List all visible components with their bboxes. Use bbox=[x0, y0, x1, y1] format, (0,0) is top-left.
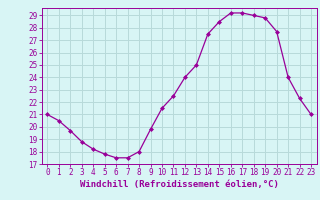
X-axis label: Windchill (Refroidissement éolien,°C): Windchill (Refroidissement éolien,°C) bbox=[80, 180, 279, 189]
